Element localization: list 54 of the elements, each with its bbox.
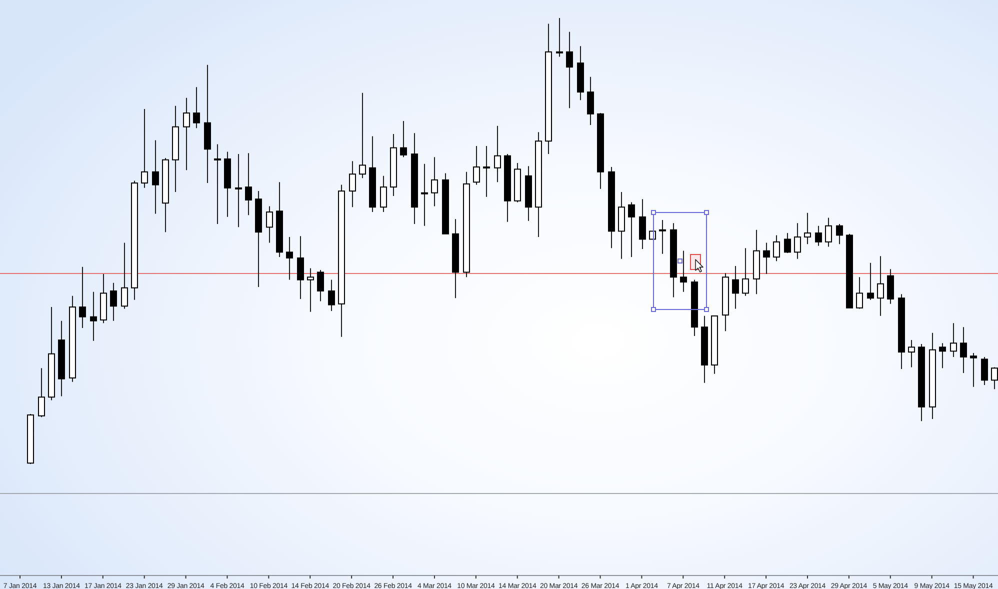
candlestick	[742, 248, 749, 296]
candlestick	[908, 340, 915, 368]
candlestick	[991, 366, 998, 390]
candlestick	[400, 120, 407, 158]
candlestick	[970, 352, 977, 388]
candlestick	[214, 144, 221, 225]
candlestick	[193, 86, 200, 129]
candlestick	[494, 125, 501, 183]
candlestick	[307, 268, 314, 312]
candlestick	[887, 268, 894, 304]
candlestick	[825, 217, 832, 248]
candlestick	[328, 279, 335, 312]
candlestick	[950, 322, 957, 358]
candlestick	[784, 232, 791, 254]
candlestick	[349, 160, 356, 208]
candlestick	[877, 256, 884, 316]
candlestick	[659, 220, 666, 254]
candlestick	[431, 156, 438, 207]
candlestick	[359, 92, 366, 179]
candlestick	[639, 198, 646, 250]
candlestick	[981, 356, 988, 386]
candlestick	[856, 276, 863, 310]
candlestick	[939, 342, 946, 369]
candlestick	[836, 224, 843, 245]
candlestick	[628, 202, 635, 258]
candlestick	[483, 146, 490, 198]
candlestick	[556, 18, 563, 58]
candlestick	[815, 225, 822, 246]
candlestick	[141, 108, 148, 188]
candlestick	[473, 146, 480, 186]
candlestick	[266, 206, 273, 244]
candlestick	[297, 236, 304, 300]
candlestick	[121, 242, 128, 310]
candlestick	[587, 76, 594, 126]
candlestick	[245, 152, 252, 216]
candlestick	[421, 163, 428, 226]
candlestick	[110, 282, 117, 322]
candlestick	[732, 265, 739, 310]
candlestick	[867, 262, 874, 300]
candlestick	[235, 154, 242, 228]
candlestick	[79, 266, 86, 328]
candlestick	[152, 140, 159, 214]
candlestick	[183, 97, 190, 171]
candlestick	[286, 236, 293, 280]
candlestick	[38, 368, 45, 418]
candlestick	[90, 291, 97, 342]
candlestick	[763, 242, 770, 275]
candlestick	[566, 31, 573, 109]
candlestick	[773, 234, 780, 262]
candlestick	[380, 175, 387, 213]
candlestick	[794, 222, 801, 260]
candlestick	[317, 269, 324, 302]
candlestick	[804, 212, 811, 245]
candlestick	[960, 326, 967, 374]
